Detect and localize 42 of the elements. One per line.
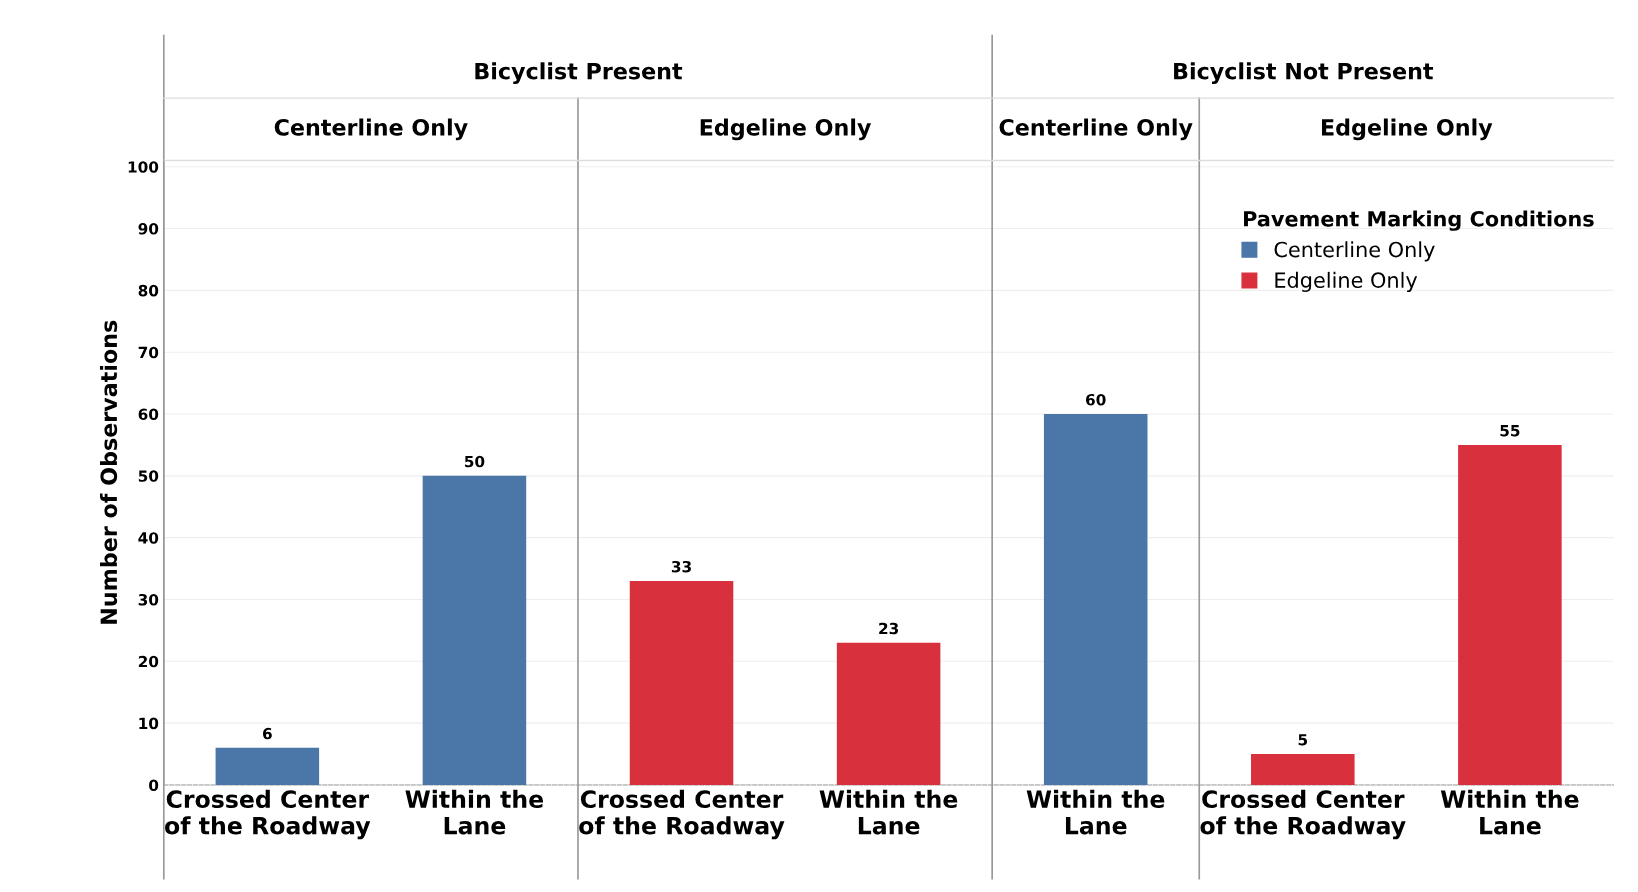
x-tick-label: Crossed Center of the Roadway — [579, 789, 785, 840]
y-tick-label: 40 — [138, 532, 159, 544]
text: Edgeline Only — [1322, 118, 1493, 141]
legend-label: Edgeline Only — [1275, 271, 1418, 293]
bar — [1251, 754, 1355, 785]
text: Edgeline Only — [700, 118, 872, 141]
data-label: 23 — [879, 622, 899, 635]
bar — [629, 580, 734, 785]
bar — [1043, 414, 1148, 785]
bar — [215, 747, 320, 785]
text: Centerline Only — [999, 118, 1193, 141]
text: Bicyclist Present — [475, 62, 683, 84]
x-tick-label: Within the Lane — [819, 789, 958, 835]
bar — [422, 475, 527, 785]
bar — [1458, 444, 1562, 785]
x-tick-label: Within the Lane — [405, 789, 544, 835]
data-label: 60 — [1086, 393, 1106, 406]
y-tick-label: 20 — [138, 655, 159, 668]
y-tick-label: 100 — [128, 161, 159, 173]
y-tick-label: 80 — [138, 284, 159, 297]
data-label: 50 — [464, 455, 485, 468]
data-label: 6 — [262, 727, 272, 740]
y-tick-label: 50 — [138, 470, 159, 482]
data-label: 5 — [1298, 734, 1308, 746]
text: Bicyclist Not Present — [1174, 62, 1434, 84]
legend-title: Pavement Marking Conditions — [1244, 210, 1594, 231]
data-label: 33 — [671, 560, 691, 573]
x-tick-label: Crossed Center of the Roadway — [165, 789, 371, 840]
y-axis-title: Number of Observations — [99, 320, 118, 624]
y-tick-label: 90 — [138, 223, 159, 235]
y-tick-label: 10 — [139, 717, 159, 730]
y-tick-label: 70 — [138, 346, 159, 359]
x-tick-label: Within the Lane — [1026, 789, 1165, 835]
y-tick-label: 0 — [149, 779, 159, 791]
bar — [836, 642, 941, 785]
x-tick-label: Crossed Center of the Roadway — [1200, 789, 1406, 840]
x-tick-label: Within the Lane — [1440, 789, 1579, 835]
text: Centerline Only — [274, 118, 468, 141]
data-label: 55 — [1500, 425, 1520, 437]
y-tick-label: 60 — [138, 408, 159, 421]
y-tick-label: 30 — [138, 593, 159, 606]
legend-label: Centerline Only — [1274, 241, 1435, 262]
